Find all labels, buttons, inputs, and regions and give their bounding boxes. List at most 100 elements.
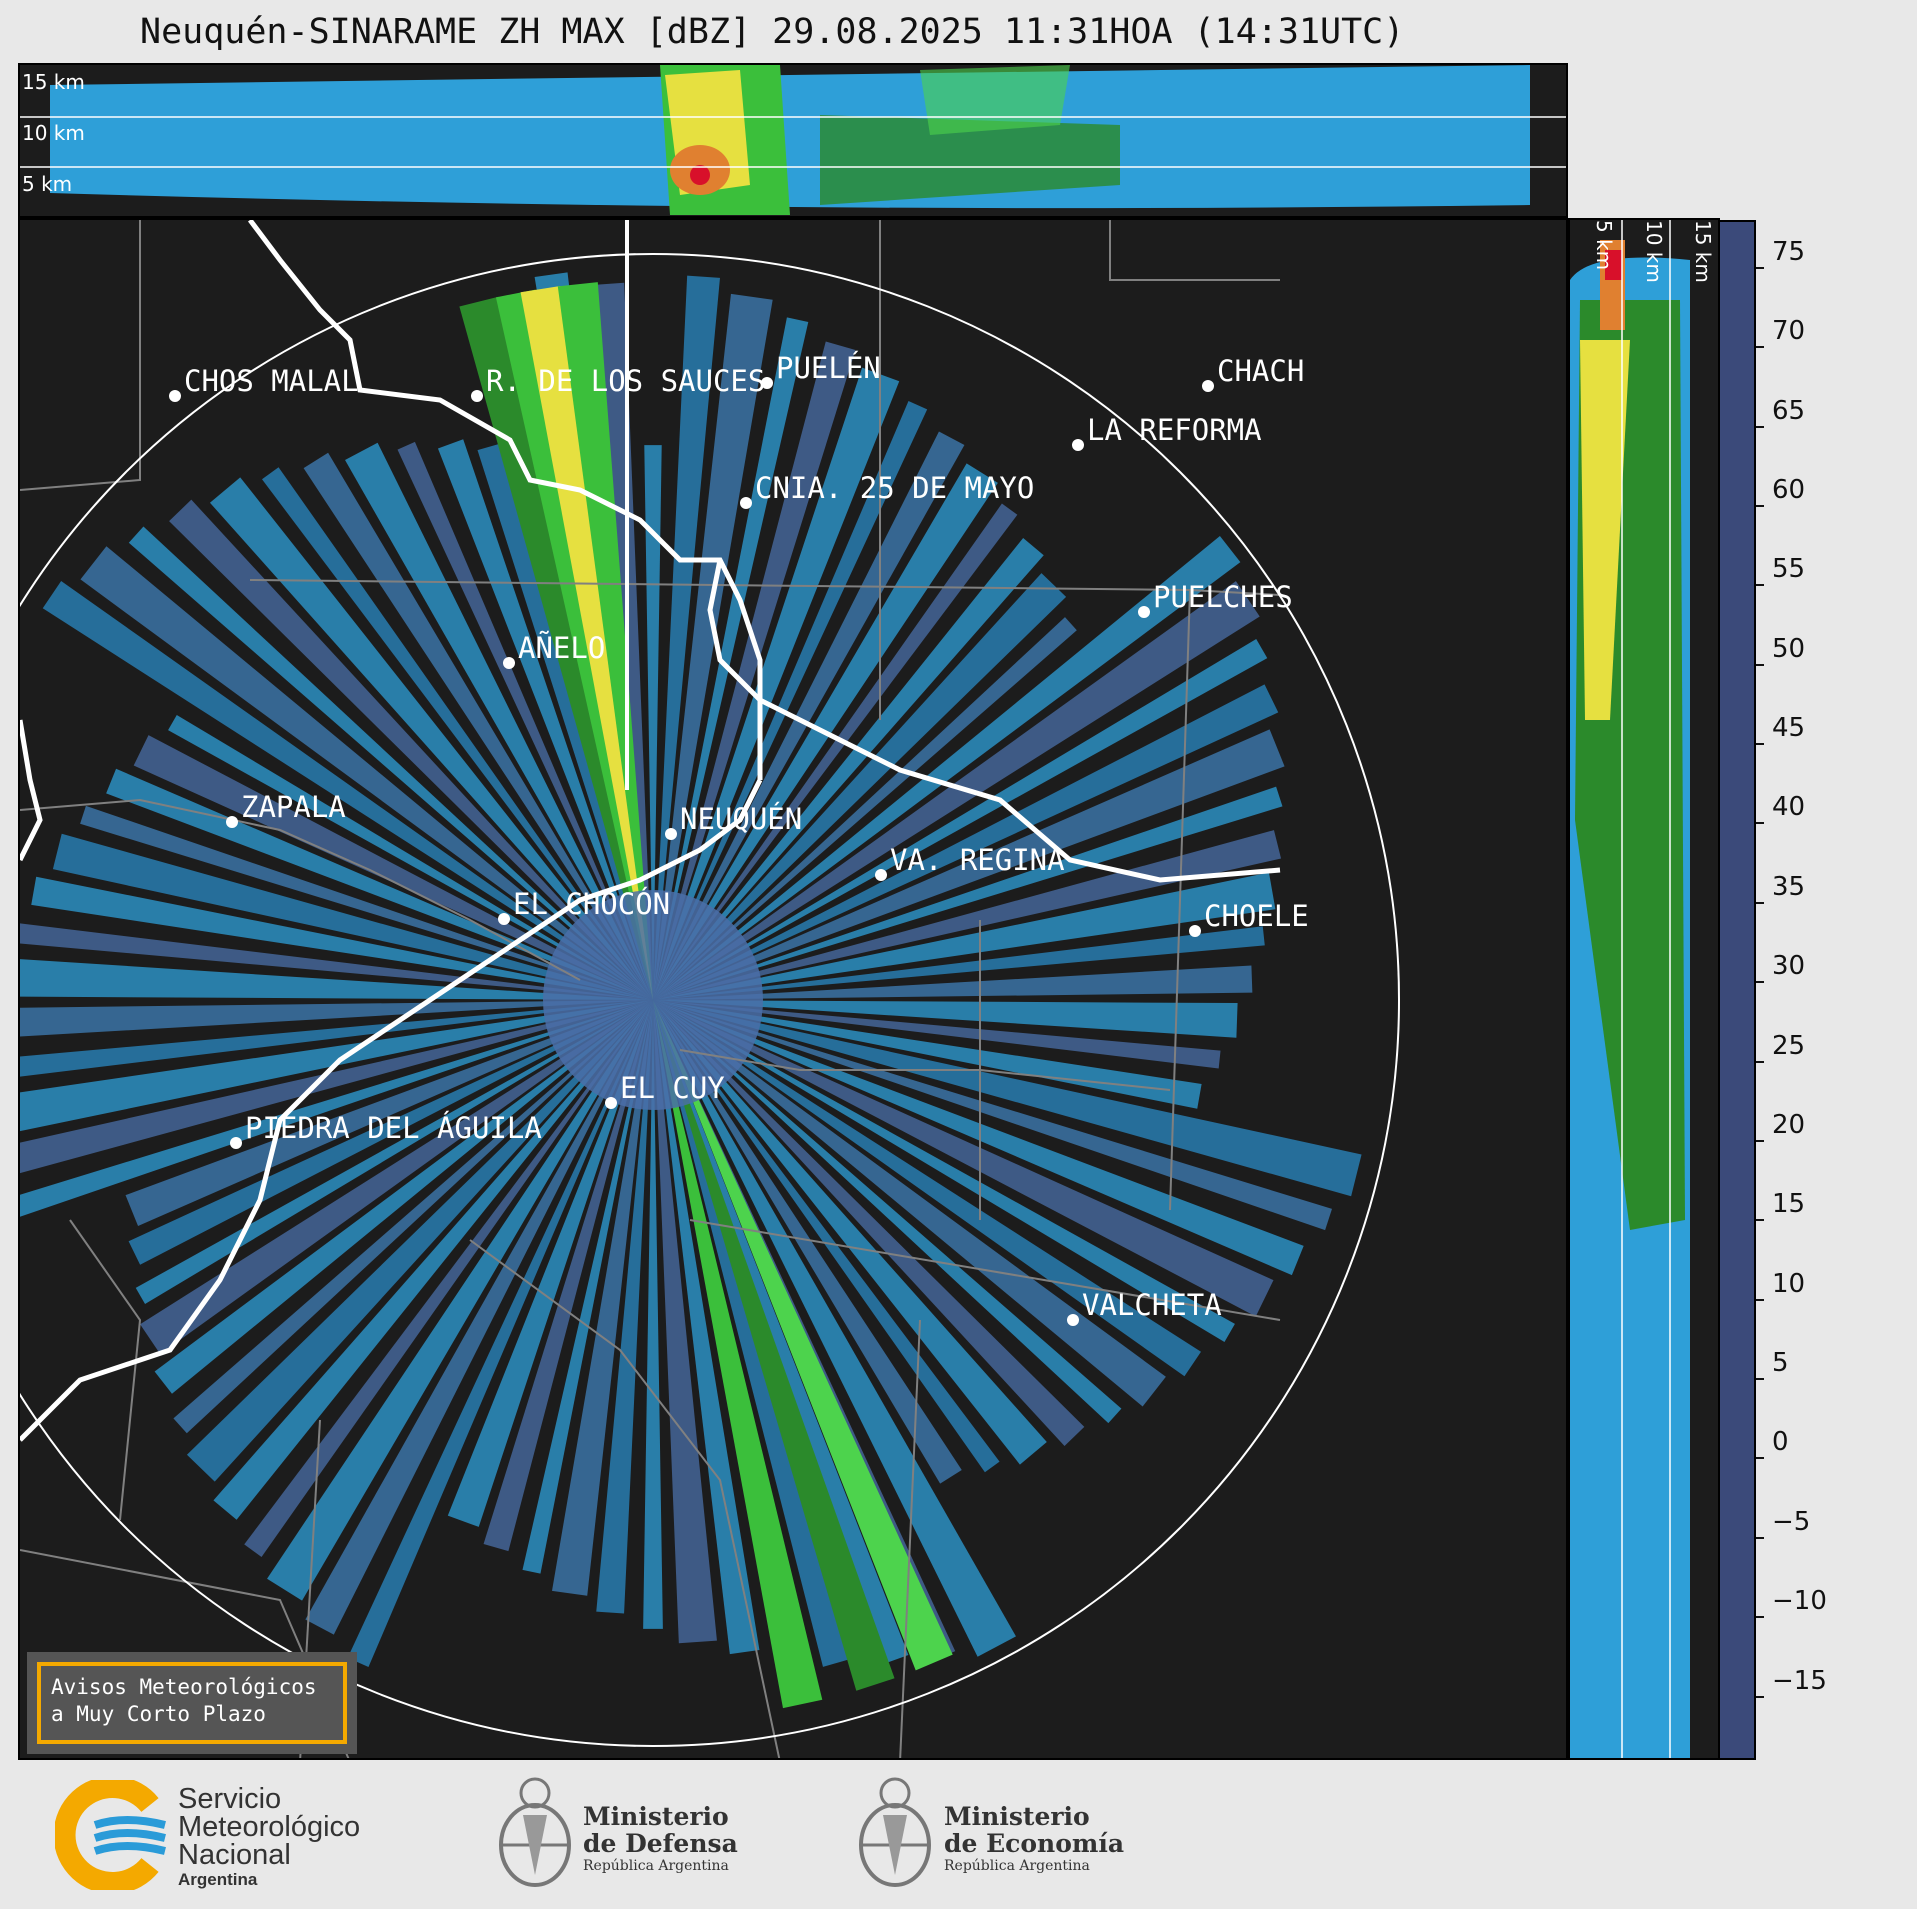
colorbar-tick: 30	[1756, 951, 1805, 996]
side-label-10km: 10 km	[1642, 220, 1666, 283]
side-cross-section-panel: 5 km 10 km 15 km	[1568, 218, 1720, 1760]
colorbar-tick: −10	[1756, 1586, 1827, 1631]
colorbar-tick-label: 35	[1772, 871, 1806, 902]
city-dot	[169, 390, 181, 402]
city-dot	[875, 869, 887, 881]
city-dot	[471, 390, 483, 402]
smn-line3: Nacional	[178, 1839, 291, 1871]
avisos-line1: Avisos Meteorológicos	[51, 1675, 317, 1699]
colorbar-tick: 55	[1756, 554, 1805, 599]
top-label-10km: 10 km	[22, 121, 85, 145]
side-label-5km: 5 km	[1592, 220, 1616, 270]
colorbar-tick-label: 25	[1772, 1030, 1806, 1061]
city-dot	[1189, 925, 1201, 937]
colorbar-tick: 40	[1756, 792, 1805, 837]
city-dot	[226, 816, 238, 828]
colorbar-tick: 35	[1756, 872, 1805, 917]
colorbar-tick-label: 10	[1772, 1268, 1806, 1299]
colorbar-tick-label: 75	[1772, 236, 1806, 267]
defensa-logo-text: Ministerio de Defensa República Argentin…	[583, 1803, 738, 1875]
city-dot	[605, 1097, 617, 1109]
city-label: AÑELO	[518, 631, 605, 665]
defensa-line2: de Defensa	[583, 1829, 738, 1858]
colorbar-tick-label: −5	[1772, 1506, 1811, 1537]
colorbar-tick: 5	[1756, 1348, 1789, 1393]
economia-line3: República Argentina	[944, 1858, 1090, 1874]
city-dot	[230, 1137, 242, 1149]
colorbar-tick-label: 55	[1772, 554, 1806, 585]
colorbar-tick-label: 40	[1772, 792, 1806, 823]
colorbar-tick: 10	[1756, 1269, 1805, 1314]
defensa-emblem-icon	[499, 1777, 571, 1887]
colorbar-tick-label: 70	[1772, 316, 1806, 347]
city-label: PUELCHES	[1153, 580, 1293, 614]
colorbar-tick-label: −15	[1772, 1665, 1827, 1696]
colorbar-tick-label: 45	[1772, 713, 1806, 744]
city-dot	[498, 913, 510, 925]
city-label: CHACH	[1217, 354, 1304, 388]
colorbar-tick-label: 0	[1772, 1427, 1789, 1458]
city-label: CNIA. 25 DE MAYO	[755, 471, 1034, 505]
smn-line1: Servicio	[178, 1783, 282, 1815]
colorbar-tick-label: 5	[1772, 1348, 1789, 1379]
city-label: LA REFORMA	[1087, 413, 1262, 447]
city-markers: CHOS MALAL R. DE LOS SAUCES PUELÉN CHACH LA …	[169, 351, 1309, 1326]
top-label-15km: 15 km	[22, 70, 85, 94]
colorbar-tick-label: 65	[1772, 395, 1806, 426]
colorbar-tick-label: 50	[1772, 633, 1806, 664]
colorbar-tick: 50	[1756, 634, 1805, 679]
city-dot	[1072, 439, 1084, 451]
reflectivity-rays	[20, 272, 1362, 1709]
smn-logo-text: Servicio Meteorológico Nacional Argentin…	[178, 1785, 360, 1891]
colorbar-tick-label: 20	[1772, 1109, 1806, 1140]
city-dot	[1067, 1314, 1079, 1326]
colorbar-tick: 70	[1756, 316, 1805, 361]
smn-line2: Meteorológico	[178, 1811, 361, 1843]
economia-logo-text: Ministerio de Economía República Argenti…	[944, 1803, 1124, 1875]
colorbar-tick: 0	[1756, 1427, 1789, 1472]
economia-line1: Ministerio	[944, 1802, 1090, 1831]
city-dot	[503, 657, 515, 669]
smn-logo-icon	[55, 1780, 166, 1890]
colorbar-tick: 75	[1756, 237, 1805, 282]
colorbar-tick-label: −10	[1772, 1586, 1827, 1617]
side-label-15km: 15 km	[1691, 220, 1715, 283]
city-label: R. DE LOS SAUCES	[486, 364, 765, 398]
avisos-line2: a Muy Corto Plazo	[51, 1702, 266, 1726]
city-dot	[761, 377, 773, 389]
city-dot	[665, 828, 677, 840]
economia-line2: de Economía	[944, 1829, 1125, 1858]
colorbar-tick: 45	[1756, 713, 1805, 758]
city-label: NEUQUÉN	[680, 802, 802, 836]
city-label: ZAPALA	[241, 790, 346, 824]
city-label: PUELÉN	[776, 351, 881, 385]
colorbar-tick-label: 60	[1772, 474, 1806, 505]
city-dot	[1138, 606, 1150, 618]
colorbar-tick-label: 30	[1772, 951, 1806, 982]
colorbar-tick: 15	[1756, 1189, 1805, 1234]
city-label: PIEDRA DEL ÁGUILA	[245, 1111, 542, 1145]
defensa-line3: República Argentina	[583, 1858, 729, 1874]
colorbar-tick: 20	[1756, 1110, 1805, 1155]
radar-range-ring	[20, 253, 1400, 1747]
rivers-and-limits	[20, 220, 1281, 1442]
avisos-box: Avisos Meteorológicos a Muy Corto Plazo	[27, 1652, 357, 1754]
colorbar-tick: 25	[1756, 1031, 1805, 1076]
colorbar-tick: −5	[1756, 1507, 1810, 1552]
colorbar-tick: 65	[1756, 396, 1805, 441]
smn-line4: Argentina	[178, 1870, 258, 1889]
economia-emblem-icon	[859, 1777, 931, 1887]
page-title: Neuquén-SINARAME ZH MAX [dBZ] 29.08.2025…	[140, 12, 1405, 52]
colorbar-tick: 60	[1756, 475, 1805, 520]
city-label: EL CHOCÓN	[513, 887, 670, 921]
reflectivity-colorbar	[1718, 220, 1756, 1760]
colorbar-tick-label: 15	[1772, 1189, 1806, 1220]
top-cross-section-panel: 15 km 10 km 5 km	[18, 63, 1568, 218]
city-label: CHOELE	[1204, 899, 1309, 933]
city-label: CHOS MALAL	[184, 364, 359, 398]
colorbar-tick: −15	[1756, 1666, 1827, 1711]
city-dot	[1202, 380, 1214, 392]
city-label: VALCHETA	[1082, 1288, 1222, 1322]
city-label: EL CUY	[620, 1071, 725, 1105]
radar-map-panel[interactable]: CHOS MALAL R. DE LOS SAUCES PUELÉN CHACH LA …	[18, 218, 1568, 1760]
